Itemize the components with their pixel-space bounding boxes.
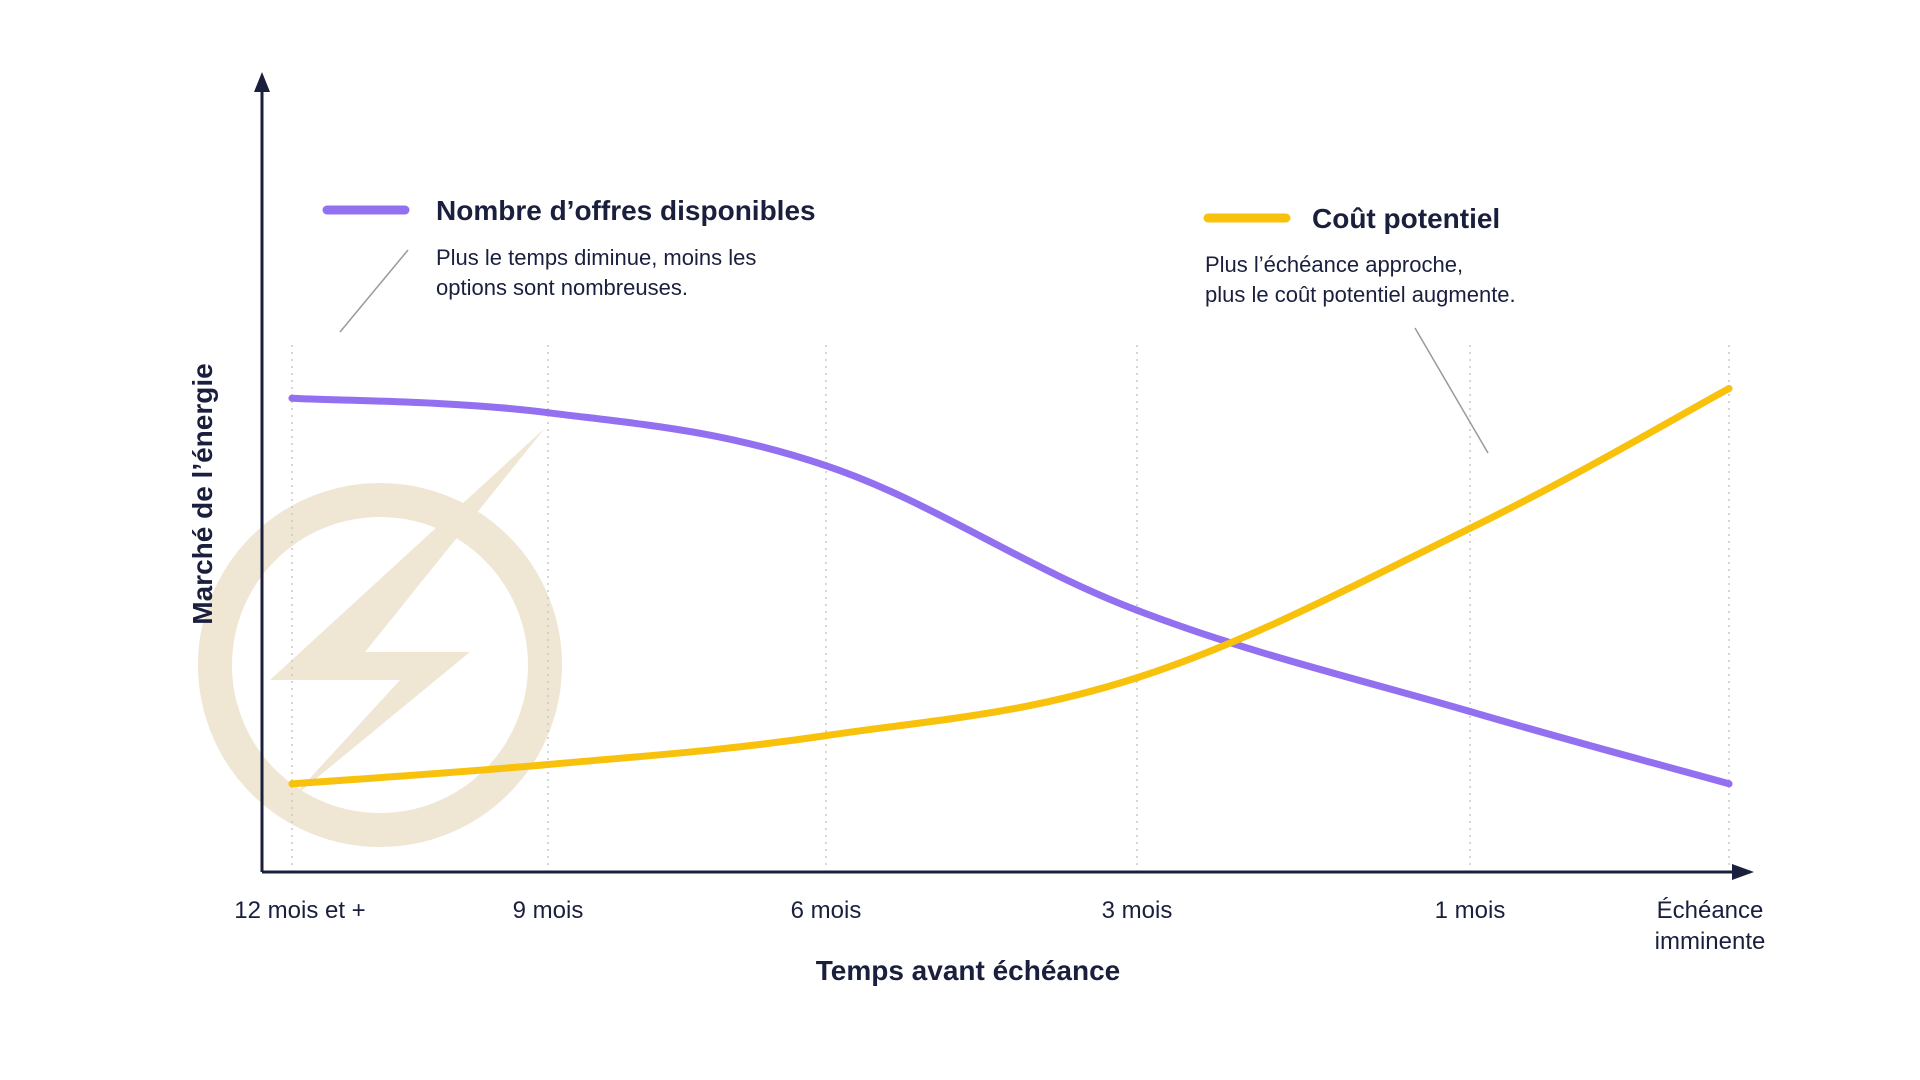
y-axis-arrowhead	[254, 72, 270, 92]
series-0-point-0	[288, 394, 296, 402]
x-tick-label-3-line-0: 3 mois	[1102, 897, 1173, 924]
series-1-point-0	[288, 780, 296, 788]
series-line-cost	[288, 385, 1733, 788]
series-1-point-4	[1466, 524, 1474, 532]
series-lines	[288, 385, 1733, 788]
watermark-ring	[198, 483, 562, 847]
series-1-point-5	[1725, 385, 1733, 393]
x-tick-label-5-line-0: Échéance	[1657, 897, 1764, 924]
legend-title-cost: Coût potentiel	[1312, 203, 1500, 234]
series-1-point-2	[822, 732, 830, 740]
left-legend-leader-line	[339, 249, 409, 333]
y-axis-title: Marché de l’énergie	[187, 363, 218, 624]
series-line-offers	[288, 394, 1733, 788]
lightning-bolt-icon	[198, 428, 562, 847]
legend-description-offers-line-2: options sont nombreuses.	[436, 275, 688, 300]
legend-description-offers-line-1: Plus le temps diminue, moins les	[436, 245, 756, 270]
series-1-point-3	[1133, 674, 1141, 682]
x-tick-label-3: 3 mois	[1102, 897, 1173, 924]
legend-description-cost-line-2: plus le coût potentiel augmente.	[1205, 282, 1516, 307]
x-tick-label-0-line-0: 12 mois et +	[234, 897, 365, 924]
series-1-point-1	[544, 761, 552, 769]
x-tick-label-5: Échéance imminente	[1655, 897, 1766, 955]
x-axis-arrowhead	[1732, 864, 1754, 880]
x-tick-label-4-line-0: 1 mois	[1435, 897, 1506, 924]
series-0-point-5	[1725, 780, 1733, 788]
legend-title-offers: Nombre d’offres disponibles	[436, 195, 816, 226]
x-tick-label-5-line-1: imminente	[1655, 928, 1766, 955]
x-tick-label-2-line-0: 6 mois	[791, 897, 862, 924]
legend-description-cost: Plus l’échéance approche, plus le coût p…	[1205, 252, 1516, 307]
series-0-point-2	[822, 462, 830, 470]
x-tick-label-2: 6 mois	[791, 897, 862, 924]
legend-description-cost-line-1: Plus l’échéance approche,	[1205, 252, 1463, 277]
series-0-point-1	[544, 409, 552, 417]
x-axis-title: Temps avant échéance	[816, 955, 1121, 986]
x-tick-label-1-line-0: 9 mois	[513, 897, 584, 924]
x-tick-label-0: 12 mois et +	[234, 897, 365, 924]
x-axis-tick-labels: 12 mois et + 9 mois 6 mois 3 mois 1 mois Éché…	[234, 897, 1765, 955]
legend-description-offers: Plus le temps diminue, moins les options…	[436, 245, 762, 300]
series-0-point-4	[1466, 708, 1474, 715]
series-0-point-3	[1133, 606, 1141, 614]
x-tick-label-4: 1 mois	[1435, 897, 1506, 924]
watermark-bolt	[270, 428, 545, 800]
right-legend-leader-line	[1414, 327, 1489, 454]
x-tick-label-1: 9 mois	[513, 897, 584, 924]
